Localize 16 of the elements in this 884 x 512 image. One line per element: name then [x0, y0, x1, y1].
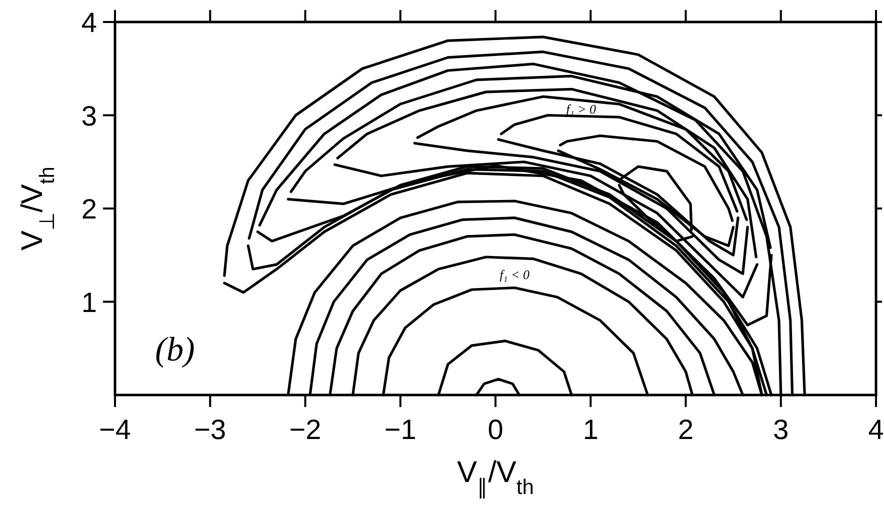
- x-tick-label: 3: [773, 414, 789, 445]
- x-tick-label: 4: [868, 414, 884, 445]
- y-tick-label: 4: [81, 7, 97, 38]
- x-tick-label: −2: [289, 414, 322, 445]
- annotation: f₁ < 0: [500, 266, 530, 282]
- x-tick-label: 0: [488, 414, 504, 445]
- annotation: (b): [155, 331, 195, 368]
- x-axis-title: V$_{∥}$/V$_{th}$: [457, 456, 534, 498]
- y-tick-label: 2: [81, 194, 97, 224]
- x-tick-label: 1: [582, 414, 598, 445]
- x-tick-label: −3: [194, 414, 226, 445]
- x-tick-label: −1: [384, 414, 416, 445]
- y-tick-label: 3: [81, 100, 97, 132]
- x-tick-label: −4: [99, 414, 131, 445]
- x-tick-label: 2: [678, 414, 694, 445]
- y-tick-label: 1: [81, 286, 97, 318]
